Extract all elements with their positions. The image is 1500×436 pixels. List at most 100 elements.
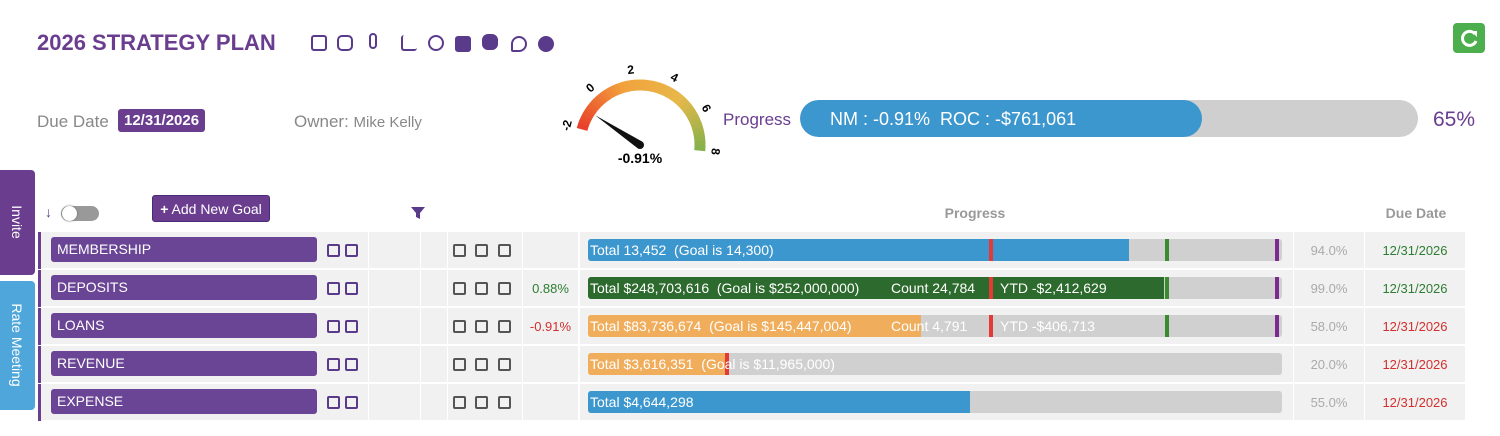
bar-marker: [1275, 277, 1280, 299]
row-icon: [327, 282, 340, 295]
cell: [1294, 270, 1364, 306]
icon[interactable]: [311, 35, 327, 51]
due-date-badge: 12/31/2026: [118, 109, 206, 132]
row-icon: [453, 320, 466, 333]
gauge-arc: [691, 122, 704, 131]
row-icon: [345, 358, 358, 371]
filter-icon[interactable]: [410, 206, 426, 220]
icon[interactable]: [337, 35, 353, 51]
row-edge: [38, 232, 41, 269]
gauge-arc: [645, 79, 652, 92]
goal-name[interactable]: LOANS: [51, 313, 317, 338]
cell: [369, 346, 420, 382]
bar-track: Total $248,703,616 (Goal is $252,000,000…: [588, 277, 1282, 299]
gauge-arc: [683, 105, 696, 116]
gauge-tick-label: 6: [699, 102, 715, 115]
nm: NM : -0.91%: [830, 109, 931, 129]
progress-track: [800, 100, 1418, 137]
row-icon: [453, 396, 466, 409]
bar-count: Count 4,791: [891, 318, 968, 334]
due-date: 12/31/2026: [1382, 281, 1448, 296]
icon[interactable]: [401, 35, 417, 51]
cell: [369, 232, 420, 268]
tab-label: Rate Meeting: [9, 303, 25, 387]
bar-marker: [1275, 315, 1280, 337]
icon[interactable]: [482, 34, 498, 50]
percent: 94.0%: [1310, 243, 1348, 258]
gauge-arc: [685, 109, 698, 119]
row-icon: [498, 320, 511, 333]
percent: 58.0%: [1310, 319, 1348, 334]
cell: [1365, 232, 1465, 268]
cell: [421, 384, 447, 420]
add-goal-button[interactable]: + Add New Goal: [152, 195, 270, 222]
bar-total: Total $3,616,351 (Goal is $11,965,000): [590, 356, 835, 372]
gauge-arc: [590, 98, 602, 110]
goal-name[interactable]: EXPENSE: [51, 389, 317, 414]
cell: [523, 384, 578, 420]
due-date: 12/31/2026: [1382, 357, 1448, 372]
icon[interactable]: [455, 36, 471, 52]
bar-marker: [988, 277, 993, 299]
bar-fill: [588, 315, 922, 337]
gauge-arc: [674, 94, 686, 107]
progress-fill: [800, 100, 1202, 137]
goal-name[interactable]: MEMBERSHIP: [51, 237, 317, 262]
row-icon: [327, 358, 340, 371]
bar-fill: [588, 239, 1130, 261]
cell: [1294, 308, 1364, 344]
bar-fill: [588, 391, 970, 413]
gauge-arc: [649, 80, 657, 93]
percent: 99.0%: [1310, 281, 1348, 296]
row-icon: [453, 358, 466, 371]
toggle[interactable]: [61, 206, 99, 221]
bar-marker: [1275, 239, 1280, 261]
sort-arrow[interactable]: ↓: [45, 204, 52, 220]
row-icon: [498, 358, 511, 371]
rate-meeting-tab[interactable]: Rate Meeting: [0, 281, 35, 410]
gauge-arc: [687, 113, 700, 123]
gauge-arc: [576, 122, 589, 131]
bar-total: Total $4,644,298: [590, 394, 694, 410]
refresh-button[interactable]: [1453, 23, 1485, 53]
row-icon: [345, 396, 358, 409]
variance: 0.88%: [532, 281, 569, 296]
cell: [421, 232, 447, 268]
icon[interactable]: [428, 35, 444, 51]
row-icon: [327, 244, 340, 257]
icon[interactable]: [511, 36, 527, 52]
cell: [1365, 308, 1465, 344]
gauge-arc: [653, 81, 662, 94]
icon[interactable]: [538, 36, 554, 52]
gauge-arc: [584, 105, 597, 117]
gauge-tick-label: 8: [708, 148, 723, 156]
row-icon: [345, 282, 358, 295]
toggle-knob: [62, 206, 77, 221]
gauge-arc: [661, 84, 671, 97]
cell: [1294, 346, 1364, 382]
goal-name[interactable]: DEPOSITS: [51, 275, 317, 300]
gauge-arc: [671, 91, 683, 104]
goal-name[interactable]: REVENUE: [51, 351, 317, 376]
row-icon: [475, 244, 488, 257]
progress-label: Progress: [723, 110, 792, 129]
row-edge: [38, 308, 41, 345]
cell: [523, 346, 578, 382]
cell: [1365, 346, 1465, 382]
gauge-arc: [617, 81, 626, 94]
row-icon: [345, 244, 358, 257]
row-edge: [38, 270, 41, 307]
gauge: -2 0 2 4 6 8 -0.91%: [559, 62, 723, 166]
gauge-arc: [657, 82, 666, 95]
gauge-arc: [689, 117, 702, 127]
bar-total: Total $248,703,616 (Goal is $252,000,000…: [590, 280, 860, 296]
gauge-arc: [593, 95, 605, 107]
invite-tab[interactable]: Invite: [0, 170, 35, 275]
gauge-arc: [613, 83, 623, 96]
row-icon: [327, 396, 340, 409]
gauge-arc: [622, 80, 630, 93]
icon[interactable]: [369, 33, 377, 49]
gauge-arc: [664, 86, 675, 99]
bar-track: Total $83,736,674 (Goal is $145,447,004)…: [588, 315, 1282, 337]
